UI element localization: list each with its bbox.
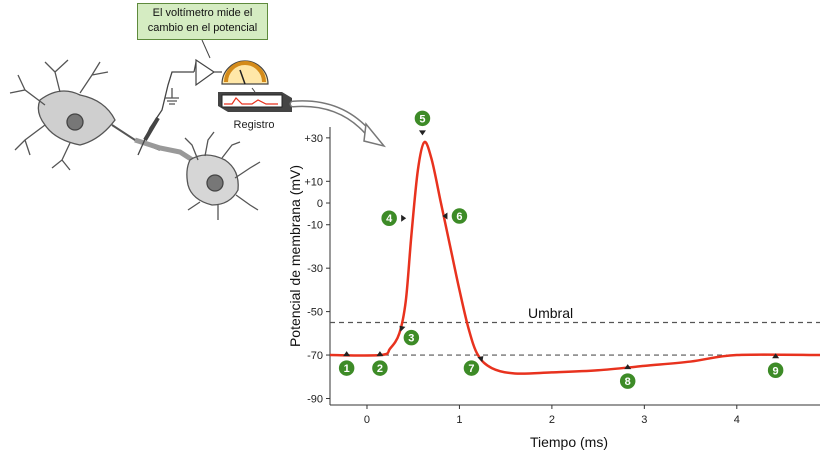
marker-circle [618, 371, 637, 391]
marker-circle [413, 109, 432, 128]
marker-7: 7 [462, 356, 484, 378]
marker-pointer [624, 364, 632, 370]
callout-line-2: cambio en el potencial [147, 22, 258, 34]
marker-number: 4 [386, 213, 393, 225]
marker-6: 6 [442, 206, 469, 226]
recorder-device [218, 87, 292, 112]
x-tick-label: 3 [641, 414, 647, 426]
marker-circle [379, 208, 399, 228]
marker-pointer [442, 212, 448, 220]
neuron-illustration [9, 59, 261, 220]
y-axis-label: Potencial de membrana (mV) [287, 165, 303, 347]
marker-pointer [418, 130, 426, 136]
marker-pointer [401, 214, 407, 222]
marker-circle [766, 361, 785, 380]
marker-circle [450, 206, 469, 226]
marker-2: 2 [370, 351, 390, 378]
voltmeter-callout: El voltímetro mide el cambio en el poten… [137, 3, 268, 40]
x-tick-label: 4 [734, 414, 740, 426]
action-potential-chart: +30 +10 0 -10 -30 -50 -70 -90 0 1 2 3 4 1 2 3 4 5 6 7 8 9 [304, 109, 820, 426]
marker-9: 9 [766, 353, 785, 380]
marker-circle [370, 358, 390, 378]
y-tick-label: -70 [307, 350, 323, 362]
marker-number: 5 [419, 113, 425, 125]
y-tick-label: -50 [307, 307, 323, 319]
marker-circle [337, 358, 356, 378]
threshold-label: Umbral [528, 305, 573, 321]
marker-number: 3 [408, 333, 414, 345]
x-axis-label: Tiempo (ms) [530, 434, 608, 450]
marker-pointer [772, 353, 780, 359]
marker-number: 7 [468, 363, 474, 375]
marker-number: 2 [377, 363, 383, 375]
marker-3: 3 [399, 325, 421, 347]
marker-number: 8 [625, 376, 631, 388]
y-tick-label: -10 [307, 220, 323, 232]
x-tick-label: 1 [456, 414, 462, 426]
marker-4: 4 [379, 208, 407, 228]
marker-number: 9 [773, 365, 779, 377]
callout-line-1: El voltímetro mide el [152, 7, 253, 19]
marker-circle [462, 358, 481, 378]
marker-pointer [343, 351, 351, 357]
marker-pointer [399, 325, 406, 332]
voltmeter-icon [193, 39, 269, 87]
y-tick-label: +10 [304, 176, 323, 188]
recorder-label: Registro [234, 119, 275, 131]
y-tick-label: 0 [317, 198, 323, 210]
x-tick-label: 0 [364, 414, 370, 426]
marker-pointer [376, 351, 384, 357]
y-tick-label: +30 [304, 133, 323, 145]
marker-number: 1 [344, 363, 350, 375]
x-tick-label: 2 [549, 414, 555, 426]
marker-8: 8 [618, 364, 637, 391]
marker-5: 5 [413, 109, 432, 136]
marker-circle [402, 328, 421, 347]
marker-pointer [477, 356, 484, 363]
y-tick-label: -30 [307, 263, 323, 275]
marker-number: 6 [456, 211, 462, 223]
y-tick-label: -90 [307, 393, 323, 405]
marker-1: 1 [337, 351, 356, 378]
